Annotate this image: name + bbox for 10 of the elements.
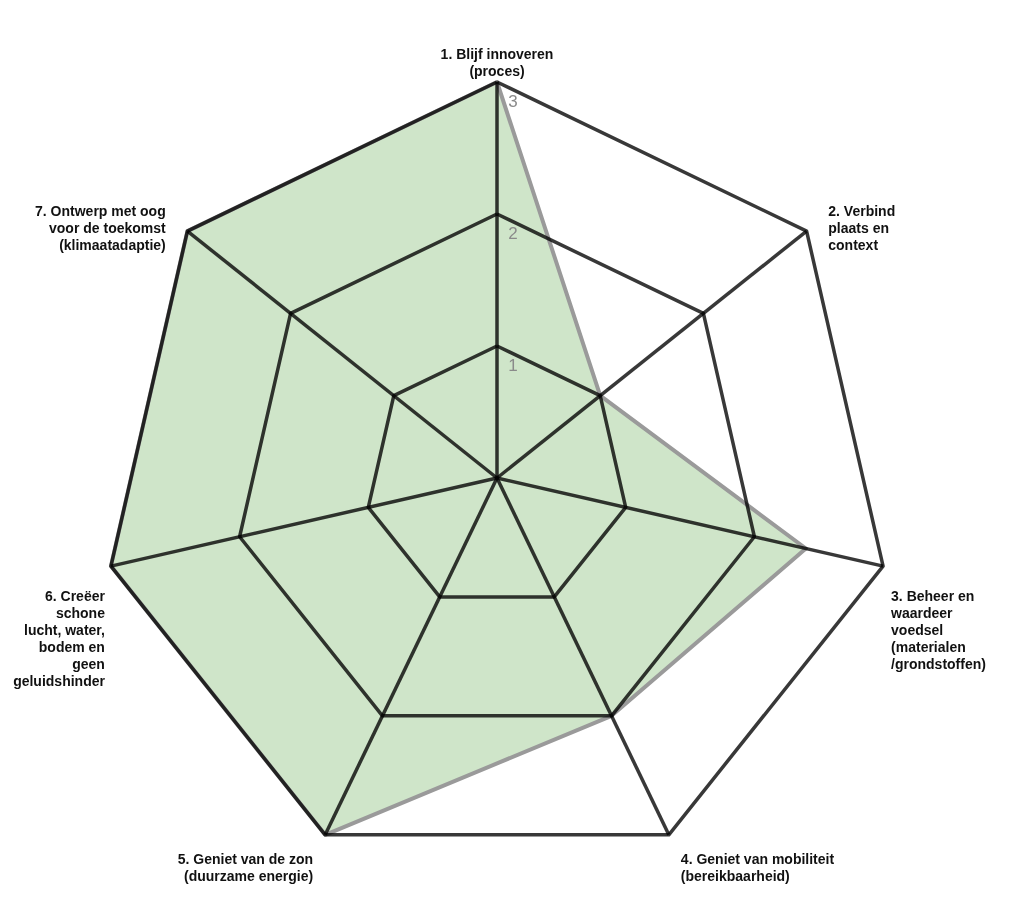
y-tick-label: 2	[508, 224, 518, 243]
spoke-label: 2. Verbind plaats en context	[828, 202, 896, 253]
spoke-label: 4. Geniet van mobiliteit (bereikbaarheid)	[680, 850, 835, 884]
y-tick-label: 3	[508, 92, 518, 111]
spoke-label: 1. Blijf innoveren (proces)	[440, 46, 554, 80]
y-tick-label: 1	[508, 356, 518, 375]
spoke-label: 6. Creëer schone lucht, water, bodem en geen geluidshinder	[13, 588, 106, 690]
spoke-label: 3. Beheer en waardeer voedsel (materialen /grondstoffen)	[890, 588, 986, 673]
spoke-label: 5. Geniet van de zon (duurzame energie)	[177, 850, 314, 884]
spoke-label: 7. Ontwerp met oog voor de toekomst (klimaatadaptie)	[35, 202, 167, 253]
